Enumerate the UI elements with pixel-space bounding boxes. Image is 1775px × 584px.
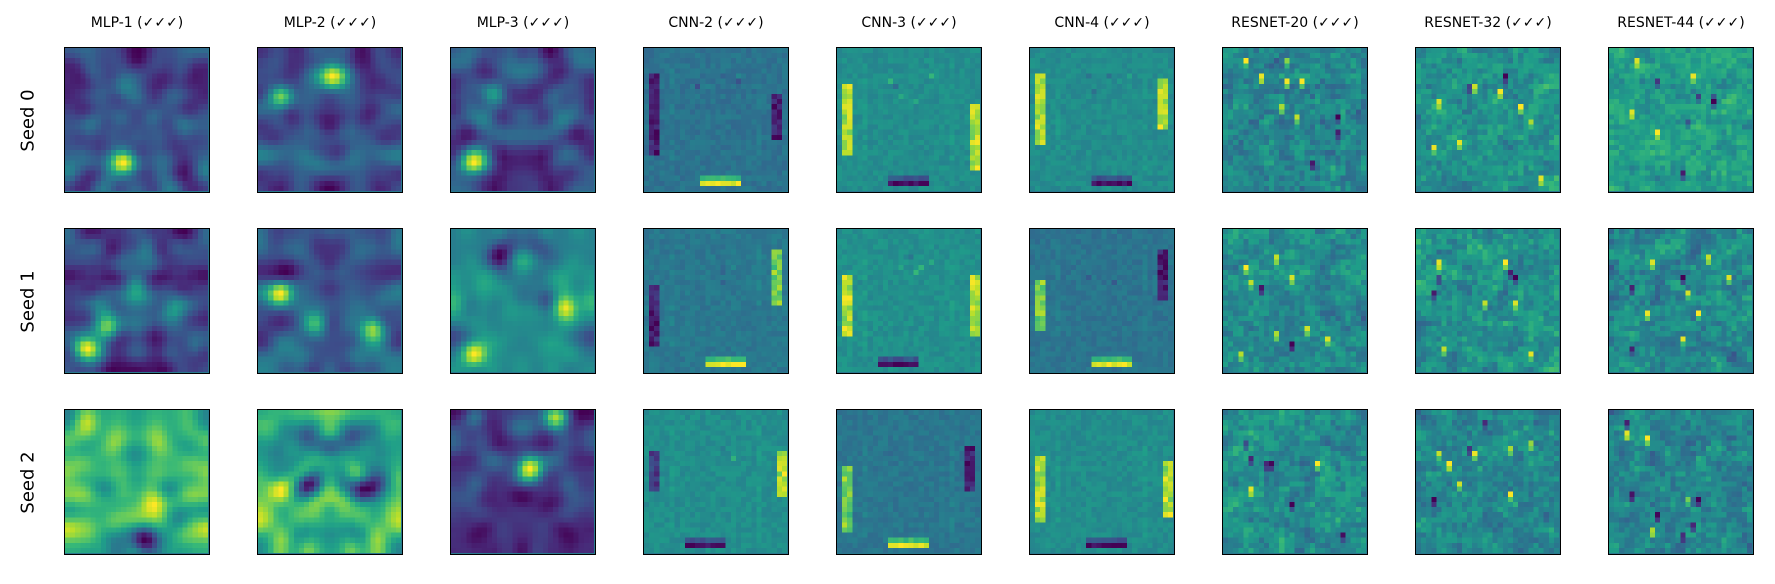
row-label: Seed 1	[8, 228, 48, 374]
column-title: RESNET-20 (✓✓✓)	[1231, 15, 1359, 31]
heatmap-image	[837, 410, 980, 553]
heatmap-image	[644, 48, 787, 191]
heatmap-image	[451, 410, 594, 553]
heatmap-image	[837, 229, 980, 372]
heatmap-panel	[1608, 409, 1754, 555]
heatmap-image	[258, 410, 401, 553]
heatmap-panel	[64, 409, 210, 555]
heatmap-panel	[836, 409, 982, 555]
heatmap-image	[451, 48, 594, 191]
heatmap-panel	[450, 47, 596, 193]
column-title: CNN-4 (✓✓✓)	[1054, 15, 1150, 31]
heatmap-panel	[1029, 47, 1175, 193]
heatmap-image	[1030, 410, 1173, 553]
heatmap-image	[258, 229, 401, 372]
row-label: Seed 0	[8, 47, 48, 193]
heatmap-image	[1416, 410, 1559, 553]
heatmap-image	[1609, 229, 1752, 372]
heatmap-image	[837, 48, 980, 191]
heatmap-image	[65, 229, 208, 372]
heatmap-image	[1609, 48, 1752, 191]
column-title: CNN-3 (✓✓✓)	[861, 15, 957, 31]
heatmap-panel	[1415, 409, 1561, 555]
row-label-text: Seed 0	[17, 88, 39, 152]
heatmap-image	[451, 229, 594, 372]
heatmap-image	[1223, 410, 1366, 553]
heatmap-image	[644, 410, 787, 553]
column-title: RESNET-32 (✓✓✓)	[1424, 15, 1552, 31]
column-title: MLP-1 (✓✓✓)	[90, 15, 184, 31]
column-title: MLP-3 (✓✓✓)	[476, 15, 570, 31]
heatmap-image	[644, 229, 787, 372]
heatmap-image	[65, 48, 208, 191]
heatmap-panel	[450, 409, 596, 555]
heatmap-panel	[257, 409, 403, 555]
heatmap-panel	[1222, 409, 1368, 555]
heatmap-panel	[836, 228, 982, 374]
column-title: RESNET-44 (✓✓✓)	[1617, 15, 1745, 31]
heatmap-image	[1030, 48, 1173, 191]
heatmap-image	[1416, 229, 1559, 372]
heatmap-panel	[1415, 228, 1561, 374]
heatmap-image	[1223, 229, 1366, 372]
heatmap-panel	[64, 47, 210, 193]
heatmap-panel	[1222, 47, 1368, 193]
row-label-text: Seed 2	[17, 450, 39, 514]
heatmap-image	[1609, 410, 1752, 553]
heatmap-image	[1030, 229, 1173, 372]
heatmap-panel	[643, 47, 789, 193]
heatmap-panel	[257, 47, 403, 193]
heatmap-panel	[1029, 228, 1175, 374]
heatmap-panel	[1415, 47, 1561, 193]
heatmap-panel	[836, 47, 982, 193]
heatmap-panel	[450, 228, 596, 374]
heatmap-panel	[1608, 228, 1754, 374]
row-label-text: Seed 1	[17, 269, 39, 333]
row-label: Seed 2	[8, 409, 48, 555]
heatmap-image	[1223, 48, 1366, 191]
heatmap-image	[1416, 48, 1559, 191]
heatmap-panel	[1222, 228, 1368, 374]
heatmap-panel	[643, 228, 789, 374]
heatmap-panel	[257, 228, 403, 374]
column-title: MLP-2 (✓✓✓)	[283, 15, 377, 31]
heatmap-panel	[643, 409, 789, 555]
heatmap-image	[258, 48, 401, 191]
column-title: CNN-2 (✓✓✓)	[668, 15, 764, 31]
heatmap-panel	[1608, 47, 1754, 193]
heatmap-panel	[64, 228, 210, 374]
heatmap-image	[65, 410, 208, 553]
heatmap-panel	[1029, 409, 1175, 555]
